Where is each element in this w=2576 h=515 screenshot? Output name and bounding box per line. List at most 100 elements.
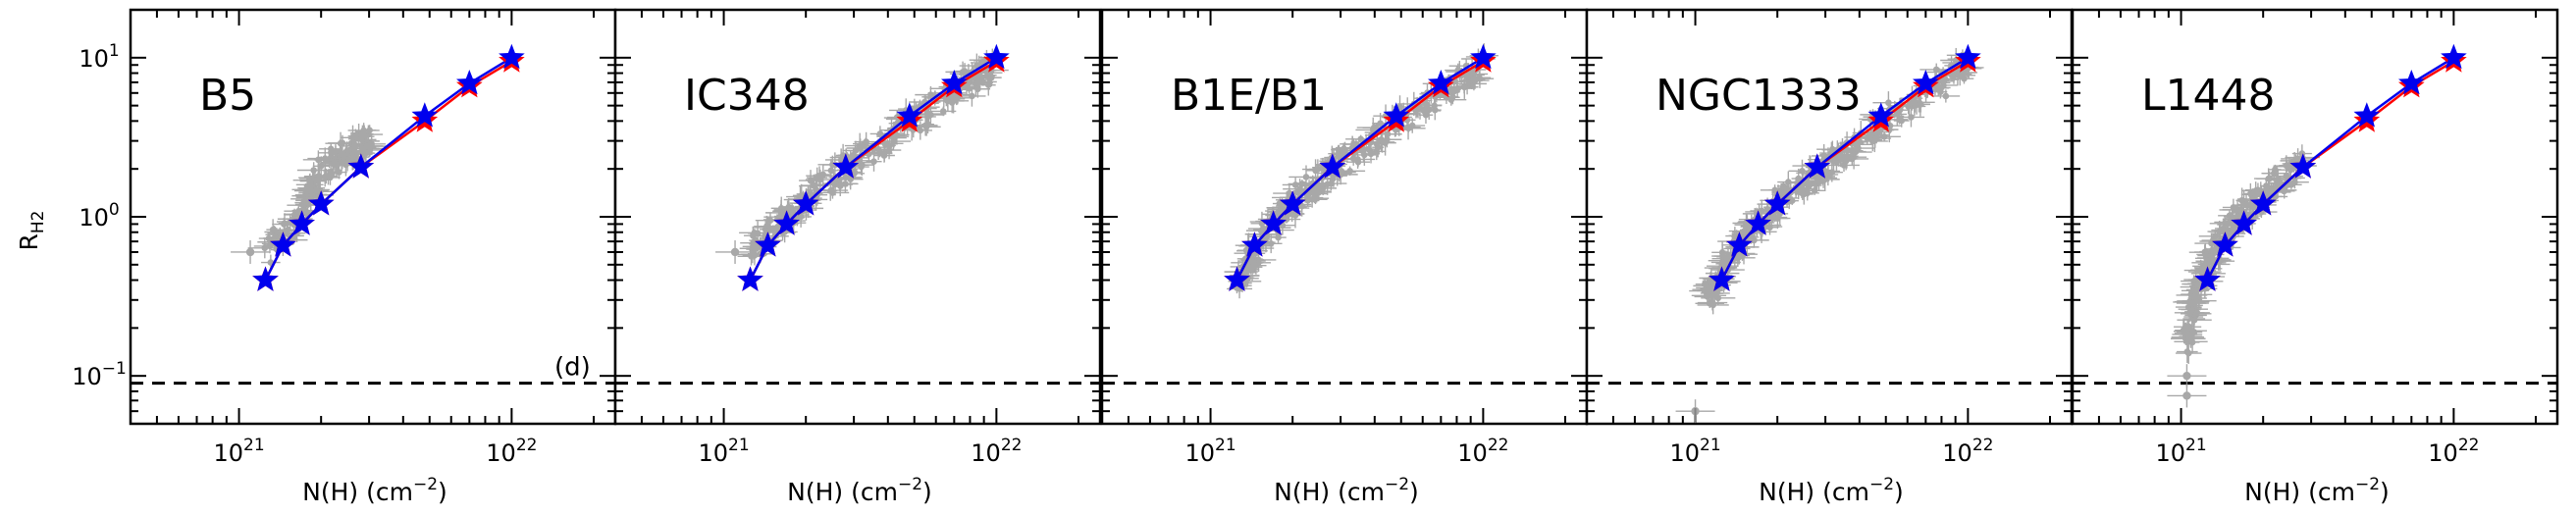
scatter-point [2183,323,2191,331]
model-blue-star [755,232,781,257]
x-ticks [1101,10,1567,424]
model-blue-star [1955,43,1981,70]
plot-frame [1100,8,1589,426]
panel-l1448: 1021 1022 N(H) (cm−2) L1448 [2071,8,2559,506]
model-blue-star [2398,70,2425,95]
y-tick-label: 101 [79,41,119,73]
scatter-point [2195,294,2202,302]
scatter-point [858,163,865,171]
scatter-point [1731,232,1739,239]
scatter-point [785,203,793,211]
scatter-point [338,159,345,167]
model-blue-stars [252,43,525,291]
scatter-point [1450,87,1458,95]
scatter-point [1370,124,1378,131]
scatter-point [2208,255,2216,262]
scatter-point [285,226,291,233]
model-blue-star [832,153,860,179]
scatter-point [2194,281,2202,287]
model-blue-star [1224,266,1250,291]
scatter-point [1844,147,1852,154]
scatter-point [328,170,336,178]
scatter-point [2294,155,2301,163]
panel-b5: 1021 1022 10−1 100 101 N(H) (cm−2) B5 (d) [72,8,617,506]
scatter-point [1917,101,1924,108]
outlier-point [245,247,255,257]
model-blue-star [1709,266,1735,291]
x-axis-label: N(H) (cm−2) [1274,475,1419,506]
model-blue-star [737,266,763,291]
x-tick-label: 1022 [1457,436,1508,467]
model-blue-star [411,102,439,128]
model-blue-star [1279,190,1306,216]
model-blue-stars [737,43,1010,291]
scatter-point [797,213,805,221]
scatter-point [851,169,859,176]
scatter-point [2286,163,2293,171]
model-blue-star [2231,210,2257,235]
scatter-point [921,122,929,129]
model-blue-star [307,190,335,216]
model-blue-star [499,43,525,70]
scatter-point [269,226,277,233]
scatter-point [1769,215,1776,222]
x-tick-label: 1022 [486,436,537,467]
scatter-point [807,177,815,184]
scatter-point [328,149,335,157]
scatter-point [777,213,785,220]
x-tick-label: 1021 [2155,436,2206,467]
scatter-point [1898,117,1906,125]
scatter-point [852,147,860,154]
scatter-point [939,108,947,115]
scatter-point [1941,76,1949,83]
model-blue-stars [1709,43,1981,291]
scatter-point [1267,240,1275,247]
scatter-point [1855,144,1862,152]
scatter-point [880,150,888,157]
scatter-point [927,111,934,119]
model-blue-star [2353,102,2381,128]
scatter-point [1910,98,1917,105]
scatter-point [1423,101,1431,109]
scatter-point [1815,178,1822,184]
scatter-point [261,244,269,252]
model-blue-star [347,153,375,179]
scatter-point [1367,150,1375,158]
x-tick-label: 1022 [1942,436,1993,467]
model-blue-star [1319,153,1346,179]
scatter-point [1885,99,1892,107]
scatter-point [836,182,844,189]
scatter-point [360,127,367,134]
scatter-point [975,78,982,86]
scatter-point [788,210,796,217]
scatter-point [950,97,957,105]
scatter-point [876,130,884,137]
model-blue-star [1913,70,1939,95]
scatter-point [2274,177,2282,183]
scatter-point [863,138,869,145]
scatter-point [1942,92,1950,100]
panel-ngc1333: 1021 1022 N(H) (cm−2) NGC1333 [1585,8,2074,506]
y-ticks [615,9,1100,425]
x-tick-label: 1021 [698,436,749,467]
scatter-point [885,146,893,154]
model-blue-star [896,102,923,128]
scatter-point [766,217,774,224]
model-blue-star [2249,190,2277,216]
model-blue-star [1726,232,1753,257]
scatter-point [1377,120,1384,128]
y-axis-label: RH2 [15,211,48,251]
scatter-point [816,176,824,183]
panel-annotation: (d) [554,353,591,383]
model-blue-star [1260,210,1287,235]
scatter-point [1908,114,1915,121]
outlier-point [2182,371,2191,381]
model-blue-star [1763,190,1791,216]
x-tick-label: 1021 [1184,436,1235,467]
scatter-point [2209,246,2216,254]
scatter-point [1948,72,1956,79]
model-blue-star [1383,102,1410,128]
scatter-point [1799,168,1806,175]
scatter-point [1296,185,1303,192]
